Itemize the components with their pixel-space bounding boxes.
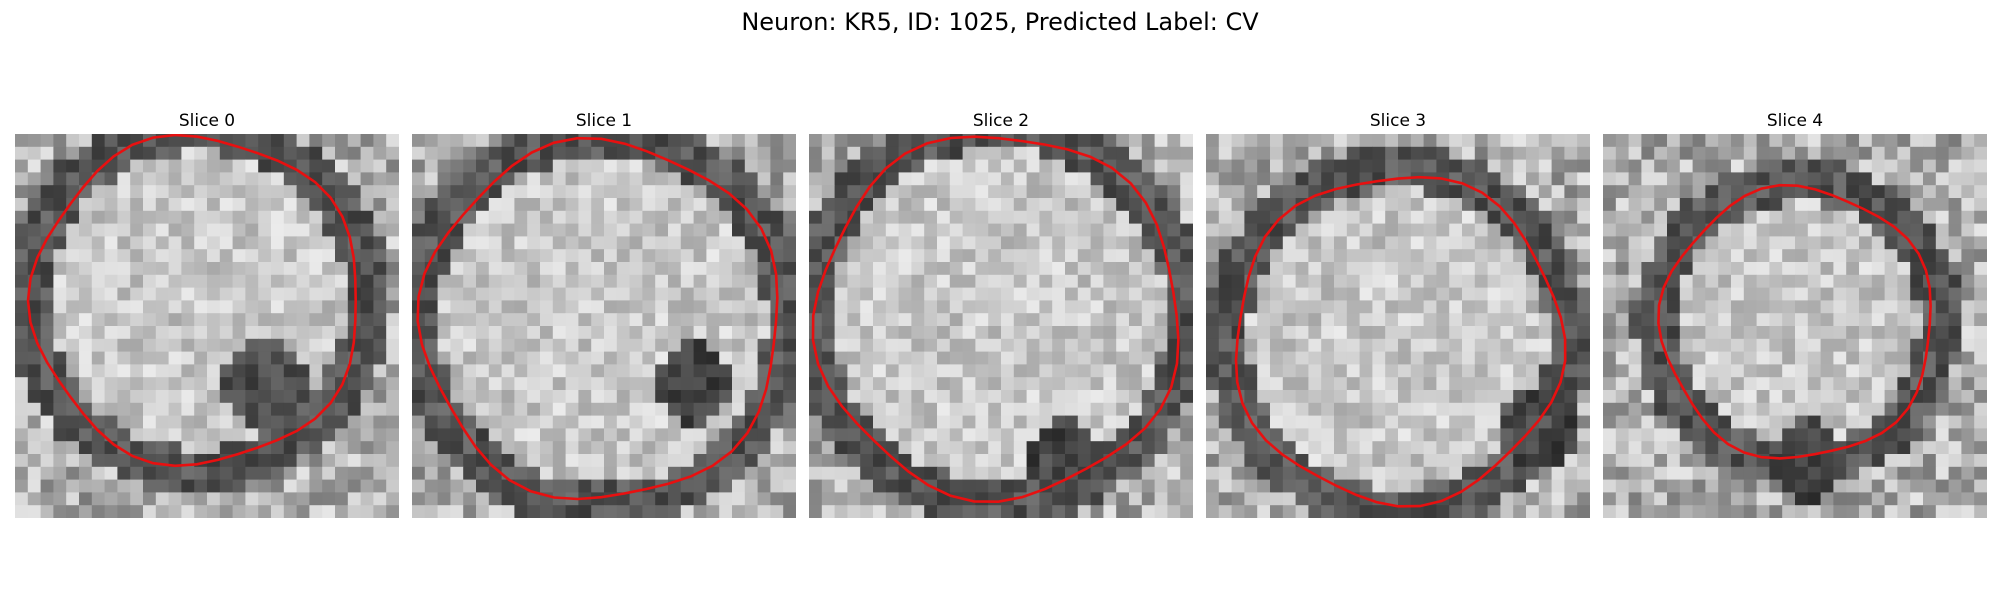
slice-image xyxy=(15,134,399,518)
slice-title: Slice 3 xyxy=(1369,111,1427,131)
segmentation-contour xyxy=(26,134,358,468)
slice-image xyxy=(412,134,796,518)
slice-panel: Slice 4 xyxy=(1603,108,1987,518)
slice-image xyxy=(1603,134,1987,518)
slice-panel: Slice 2 xyxy=(809,108,1193,518)
slice-title: Slice 2 xyxy=(972,111,1030,131)
slice-panel: Slice 1 xyxy=(412,108,796,518)
slice-image xyxy=(809,134,1193,518)
segmentation-contour xyxy=(1657,183,1932,460)
slice-title: Slice 4 xyxy=(1766,111,1824,131)
slice-panel: Slice 3 xyxy=(1206,108,1590,518)
segmentation-contour xyxy=(1234,175,1567,508)
segmentation-contour xyxy=(811,135,1180,504)
figure-title: Neuron: KR5, ID: 1025, Predicted Label: … xyxy=(741,8,1259,36)
slice-image xyxy=(1206,134,1590,518)
slice-title: Slice 1 xyxy=(575,111,633,131)
segmentation-contour xyxy=(416,136,779,501)
slice-panel: Slice 0 xyxy=(15,108,399,518)
slice-title: Slice 0 xyxy=(178,111,236,131)
